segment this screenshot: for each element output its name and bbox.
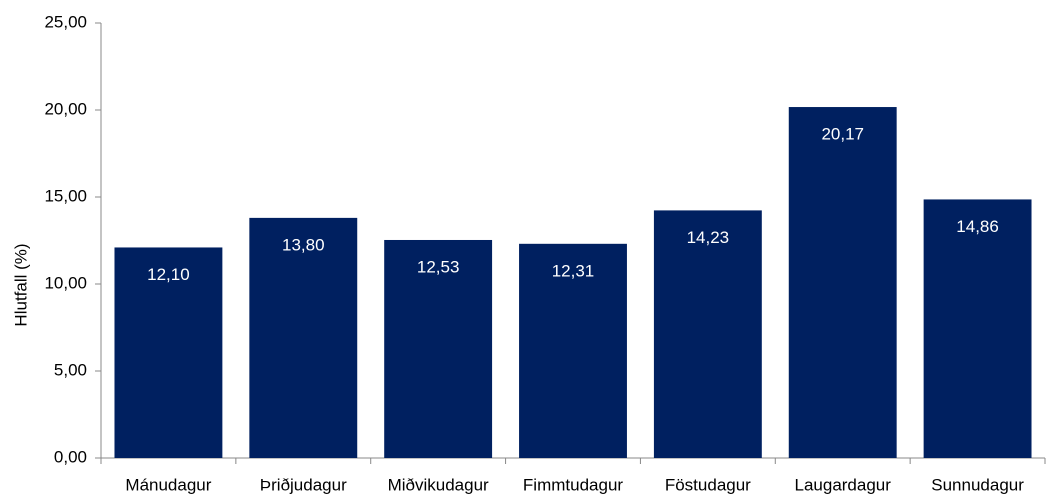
bar bbox=[114, 247, 223, 458]
y-tick-label: 15,00 bbox=[44, 186, 87, 205]
y-tick-label: 20,00 bbox=[44, 99, 87, 118]
y-tick-label: 25,00 bbox=[44, 12, 87, 31]
x-tick-label: Þriðjudagur bbox=[260, 475, 347, 494]
x-tick-label: Mánudagur bbox=[125, 475, 211, 494]
data-label: 14,86 bbox=[956, 217, 999, 236]
bar bbox=[249, 217, 358, 458]
y-axis-label: Hlutfall (%) bbox=[11, 243, 30, 326]
x-tick-label: Sunnudagur bbox=[931, 475, 1024, 494]
x-tick-label: Laugardagur bbox=[795, 475, 892, 494]
data-label: 13,80 bbox=[282, 235, 325, 254]
x-tick-label: Miðvikudagur bbox=[388, 475, 489, 494]
y-tick-label: 5,00 bbox=[54, 360, 87, 379]
bar bbox=[519, 243, 627, 458]
bar bbox=[788, 107, 897, 459]
data-label: 12,53 bbox=[417, 257, 460, 276]
x-tick-label: Föstudagur bbox=[665, 475, 751, 494]
data-label: 20,17 bbox=[821, 125, 864, 144]
bar bbox=[923, 199, 1032, 458]
data-label: 14,23 bbox=[687, 228, 730, 247]
bar bbox=[384, 239, 493, 458]
data-label: 12,10 bbox=[147, 265, 190, 284]
y-tick-label: 0,00 bbox=[54, 447, 87, 466]
data-label: 12,31 bbox=[552, 261, 595, 280]
y-tick-label: 10,00 bbox=[44, 273, 87, 292]
bar bbox=[653, 210, 762, 458]
x-tick-label: Fimmtudagur bbox=[523, 475, 623, 494]
